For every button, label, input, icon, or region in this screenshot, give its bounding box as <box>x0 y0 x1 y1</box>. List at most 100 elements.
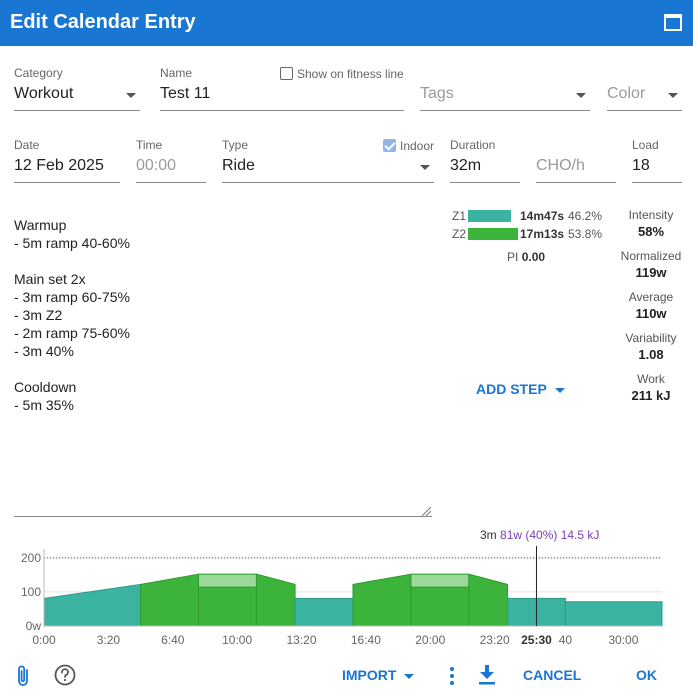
chevron-down-icon <box>554 387 565 393</box>
time-label: Time <box>136 138 163 152</box>
add-step-button[interactable]: ADD STEP <box>476 381 565 397</box>
import-label: IMPORT <box>342 667 397 683</box>
stat-label: Average <box>628 290 674 304</box>
indoor-checkbox[interactable] <box>383 139 396 152</box>
name-label: Name <box>160 66 193 80</box>
stat-work: Work 211 kJ <box>612 372 690 403</box>
type-label: Type <box>222 138 249 152</box>
stat-normalized: Normalized 119w <box>612 249 690 280</box>
zone-row: Z1 14m47s 46.2% <box>452 209 612 223</box>
description-underline <box>14 516 432 517</box>
x-tick-label: 23:20 <box>480 633 510 647</box>
ok-button[interactable]: OK <box>636 667 657 683</box>
chevron-down-icon <box>576 93 586 98</box>
x-tick-label: 25:30 <box>521 633 552 647</box>
x-tick-label: 40 <box>559 633 573 647</box>
add-step-label: ADD STEP <box>476 381 547 397</box>
date-value: 12 Feb 2025 <box>14 157 104 174</box>
paperclip-icon[interactable] <box>14 664 34 688</box>
stat-label: Variability <box>625 331 677 345</box>
category-label: Category <box>14 66 63 80</box>
chevron-down-icon <box>668 93 678 98</box>
y-tick-label: 200 <box>21 551 41 565</box>
load-value: 18 <box>632 157 650 174</box>
chart-step <box>564 601 663 627</box>
chevron-down-icon <box>420 165 430 170</box>
date-field[interactable]: Date 12 Feb 2025 <box>14 138 120 183</box>
x-tick-label: 6:40 <box>161 633 185 647</box>
chart-step <box>468 573 508 627</box>
stat-intensity: Intensity 58% <box>612 208 690 239</box>
date-label: Date <box>14 138 40 152</box>
load-field[interactable]: Load 18 <box>632 138 682 183</box>
chart-step <box>43 583 142 627</box>
x-tick-label: 16:40 <box>351 633 381 647</box>
stat-value: 110w <box>635 306 667 321</box>
resize-grip-icon[interactable] <box>422 507 431 516</box>
tags-select[interactable]: Tags <box>420 66 590 111</box>
stat-value: 211 kJ <box>631 388 671 403</box>
duration-field[interactable]: Duration 32m <box>450 138 520 183</box>
description-textarea[interactable]: Warmup - 5m ramp 40-60% Main set 2x - 3m… <box>14 217 130 413</box>
chart-step-inner <box>198 586 257 627</box>
zone-bar <box>468 228 518 240</box>
duration-value: 32m <box>450 157 482 174</box>
type-select[interactable]: Type Ride <box>222 138 434 183</box>
chevron-down-icon <box>126 93 136 98</box>
chart-step <box>255 573 296 627</box>
zone-percent: 53.8% <box>568 227 603 241</box>
time-field[interactable]: Time 00:00 <box>136 138 206 183</box>
y-tick-label: 0w <box>26 619 42 633</box>
cho-field[interactable]: CHO/h <box>536 138 616 183</box>
name-value: Test 11 <box>160 85 211 102</box>
category-value: Workout <box>14 85 74 102</box>
pi-label: PI <box>507 250 519 264</box>
stat-value: 1.08 <box>638 347 664 362</box>
show-fitness-label: Show on fitness line <box>297 67 404 81</box>
type-value: Ride <box>222 157 255 174</box>
load-label: Load <box>632 138 659 152</box>
y-tick-label: 100 <box>21 585 41 599</box>
more-vert-icon[interactable] <box>448 666 456 686</box>
download-icon[interactable] <box>478 664 496 686</box>
duration-label: Duration <box>450 138 496 152</box>
chevron-down-icon <box>404 673 415 679</box>
zone-row: Z2 17m13s 53.8% <box>452 227 612 241</box>
chart-tooltip: 3m 81w (40%) 14.5 kJ <box>480 528 599 542</box>
maximize-icon[interactable] <box>664 14 682 31</box>
cancel-button[interactable]: CANCEL <box>523 667 582 683</box>
x-tick-label: 30:00 <box>608 633 638 647</box>
stat-average: Average 110w <box>612 290 690 321</box>
x-tick-label: 20:00 <box>415 633 445 647</box>
show-fitness-checkbox[interactable] <box>280 67 293 80</box>
stat-label: Normalized <box>620 249 682 263</box>
chart-step <box>294 597 354 627</box>
zone-label: Z2 <box>452 227 467 241</box>
color-select[interactable]: Color <box>607 66 682 111</box>
title-bar: Edit Calendar Entry <box>0 0 693 46</box>
chart-step <box>352 573 412 627</box>
x-tick-label: 10:00 <box>222 633 252 647</box>
tags-placeholder: Tags <box>420 85 454 102</box>
zone-time: 17m13s <box>520 227 565 241</box>
pi-value: 0.00 <box>521 250 546 264</box>
stat-label: Work <box>637 372 665 386</box>
x-tick-label: 13:20 <box>286 633 316 647</box>
color-placeholder: Color <box>607 85 646 102</box>
zone-percent: 46.2% <box>568 209 603 223</box>
workout-chart[interactable]: 0w 100 200 0:00 3:20 6:40 10:00 13:20 16:40 20:00… <box>0 546 693 652</box>
help-icon[interactable] <box>54 664 76 686</box>
tooltip-duration: 3m <box>480 528 497 542</box>
x-tick-label: 3:20 <box>97 633 121 647</box>
dialog-title: Edit Calendar Entry <box>10 11 196 33</box>
chart-step <box>140 573 199 627</box>
import-button[interactable]: IMPORT <box>342 667 415 683</box>
cho-placeholder: CHO/h <box>536 157 585 174</box>
stat-variability: Variability 1.08 <box>612 331 690 362</box>
zone-bar <box>468 210 511 222</box>
zone-time: 14m47s <box>520 209 565 223</box>
category-select[interactable]: Category Workout <box>14 66 140 111</box>
indoor-label: Indoor <box>400 139 435 153</box>
name-field[interactable]: Name Test 11 <box>160 66 404 111</box>
tooltip-details: 81w (40%) 14.5 kJ <box>500 528 600 542</box>
